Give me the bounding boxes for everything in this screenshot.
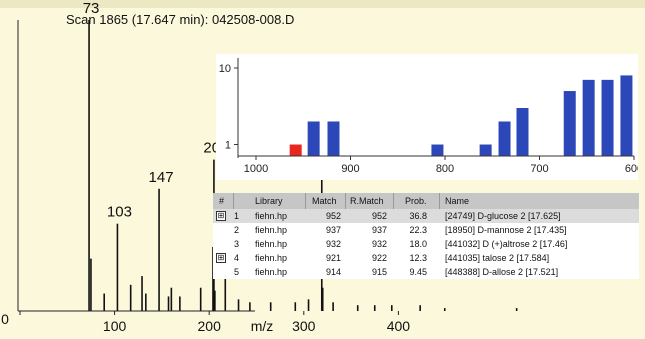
x-tick-label: 100 [103, 318, 127, 334]
row-num: 5 [233, 267, 239, 277]
col-header-prob[interactable]: Prob. [405, 196, 427, 206]
histogram-bar [479, 144, 492, 156]
table-row[interactable]: ⊞ 4 fiehn.hp 921 922 12.3 [441035] talos… [213, 251, 639, 265]
row-match: 937 [325, 225, 341, 235]
match-score-histogram[interactable]: 1011000900800700600500400 [216, 54, 638, 180]
row-match: 921 [325, 253, 341, 263]
col-header-match[interactable]: Match [312, 196, 337, 206]
column-divider [393, 193, 394, 209]
table-row[interactable]: 2 fiehn.hp 937 937 22.3 [18950] D-mannos… [213, 223, 639, 237]
library-hit-table[interactable]: # Library Match R.Match Prob. Name ⊞ 1 f… [213, 193, 639, 279]
row-prob: 9.45 [409, 267, 427, 277]
hist-x-tick-label: 700 [530, 163, 548, 175]
row-library: fiehn.hp [255, 239, 288, 249]
x-tick-label: 0 [1, 311, 9, 327]
col-header-rmatch[interactable]: R.Match [350, 196, 384, 206]
histogram-bar [289, 144, 302, 156]
row-match: 932 [325, 239, 341, 249]
histogram-bar [307, 121, 320, 156]
row-match: 914 [325, 267, 341, 277]
row-name: [441032] D (+)altrose 2 [17.46] [445, 239, 568, 249]
row-rmatch: 922 [371, 253, 387, 263]
column-divider [233, 193, 234, 209]
histogram-bar [620, 75, 633, 156]
expand-icon[interactable]: ⊞ [216, 211, 226, 221]
row-library: fiehn.hp [255, 225, 288, 235]
histogram-bar [327, 121, 340, 156]
column-divider [305, 193, 306, 209]
column-divider [439, 193, 440, 209]
histogram-bar [431, 144, 444, 156]
table-row[interactable]: ⊞ 1 fiehn.hp 952 952 36.8 [24749] D-gluc… [213, 209, 639, 223]
row-name: [18950] D-mannose 2 [17.435] [445, 225, 567, 235]
row-name: [24749] D-glucose 2 [17.625] [445, 211, 561, 221]
row-library: fiehn.hp [255, 253, 288, 263]
row-rmatch: 937 [371, 225, 387, 235]
scan-title: Scan 1865 (17.647 min): 042508-008.D [66, 12, 295, 27]
row-prob: 36.8 [409, 211, 427, 221]
row-match: 952 [325, 211, 341, 221]
histogram-bar [498, 121, 511, 156]
col-header-name[interactable]: Name [445, 196, 470, 206]
col-header-library[interactable]: Library [255, 196, 283, 206]
expand-icon[interactable]: ⊞ [216, 253, 226, 263]
column-divider [345, 193, 346, 209]
hist-x-tick-label: 900 [341, 163, 359, 175]
histogram-bar [582, 79, 595, 156]
hist-x-tick-label: 1000 [244, 163, 268, 175]
row-prob: 22.3 [409, 225, 427, 235]
histogram-bar [516, 108, 529, 156]
table-row[interactable]: 3 fiehn.hp 932 932 18.0 [441032] D (+)al… [213, 237, 639, 251]
table-header-row: # Library Match R.Match Prob. Name [213, 193, 639, 209]
x-tick-label: 200 [198, 318, 222, 334]
row-prob: 12.3 [409, 253, 427, 263]
histogram-bar [563, 91, 576, 156]
x-tick-label: 300 [292, 318, 316, 334]
row-rmatch: 932 [371, 239, 387, 249]
peak-label: 103 [107, 204, 132, 221]
peak-label: 147 [149, 169, 174, 186]
row-rmatch: 915 [371, 267, 387, 277]
hist-x-tick-label: 800 [436, 163, 454, 175]
row-name: [441035] talose 2 [17.584] [445, 253, 550, 263]
row-num: 2 [233, 225, 239, 235]
row-num: 1 [233, 211, 239, 221]
row-num: 4 [233, 253, 239, 263]
hist-x-tick-label: 600 [625, 163, 638, 175]
x-axis-unit: m/z [251, 318, 274, 334]
row-prob: 18.0 [409, 239, 427, 249]
histogram-bar [601, 79, 614, 156]
col-header-num[interactable]: # [219, 196, 225, 206]
table-row[interactable]: 5 fiehn.hp 914 915 9.45 [448388] D-allos… [213, 265, 639, 279]
hist-y-tick-label: 1 [225, 140, 231, 152]
row-rmatch: 952 [371, 211, 387, 221]
x-tick-label: 400 [387, 318, 411, 334]
hist-y-tick-label: 10 [219, 63, 231, 75]
row-name: [448388] D-allose 2 [17.521] [445, 267, 559, 277]
row-library: fiehn.hp [255, 267, 288, 277]
row-library: fiehn.hp [255, 211, 288, 221]
row-num: 3 [233, 239, 239, 249]
peak-label: 73 [83, 0, 100, 17]
top-toolbar-strip [0, 0, 645, 8]
